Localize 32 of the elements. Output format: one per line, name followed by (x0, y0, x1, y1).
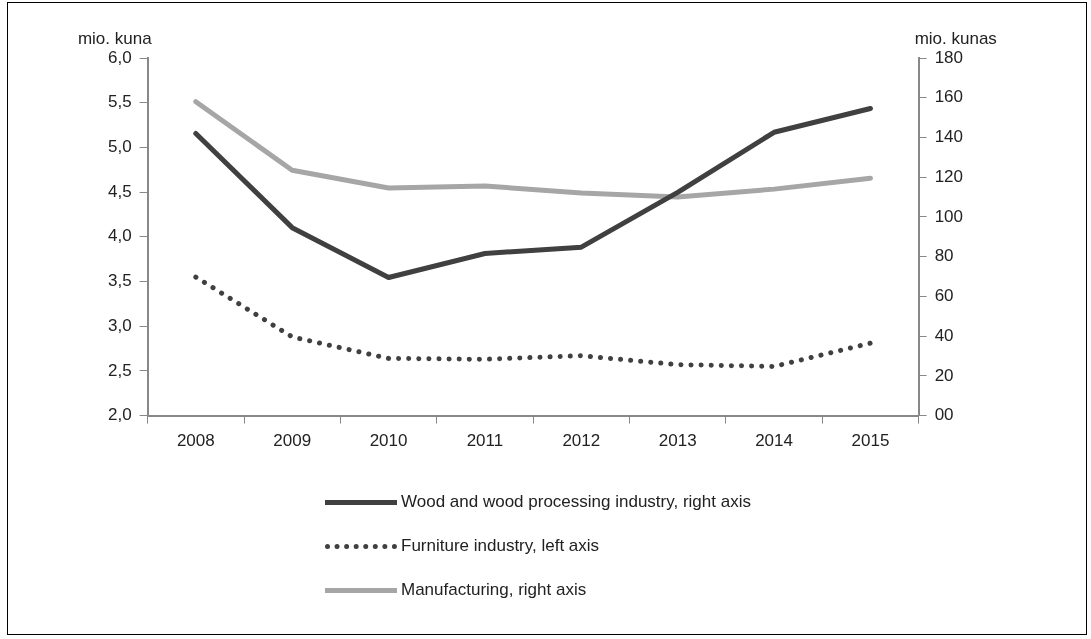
x-tick-label: 2012 (562, 431, 601, 451)
y2-tick-label: 180 (934, 47, 964, 67)
y2-tick-label: 00 (934, 405, 954, 425)
y2-tick-label: 80 (934, 246, 954, 266)
x-tick-label: 2013 (658, 431, 697, 451)
y-tick-label: 4,0 (107, 226, 132, 246)
y2-tick-label: 160 (934, 87, 964, 107)
y-tick-label: 3,5 (107, 271, 132, 291)
y-tick-label: 4,5 (107, 181, 132, 201)
y2-axis-title: mio. kunas (914, 29, 997, 49)
y2-tick-label: 100 (934, 206, 964, 226)
y-tick-label: 5,5 (107, 92, 132, 112)
y-tick-label: 2,5 (107, 360, 132, 380)
y-tick-label: 2,0 (107, 405, 132, 425)
legend-label: Manufacturing, right axis (401, 580, 587, 600)
x-tick-label: 2011 (466, 431, 504, 451)
x-tick-label: 2015 (851, 431, 890, 451)
x-tick-label: 2010 (369, 431, 408, 451)
y2-tick-label: 120 (934, 166, 964, 186)
legend-label: Furniture industry, left axis (401, 536, 600, 556)
legend-label: Wood and wood processing industry, right axis (401, 492, 751, 512)
x-tick-label: 2014 (755, 431, 793, 451)
y2-tick-label: 140 (934, 127, 964, 147)
y2-tick-label: 40 (934, 325, 954, 345)
y-tick-label: 5,0 (107, 137, 132, 157)
y-axis-title: mio. kuna (77, 29, 153, 49)
x-tick-label: 2008 (176, 431, 215, 451)
y-tick-label: 3,0 (107, 315, 132, 335)
y-tick-label: 6,0 (107, 47, 132, 67)
x-tick-label: 2009 (273, 431, 312, 451)
y2-tick-label: 20 (934, 365, 954, 385)
y2-tick-label: 60 (934, 286, 954, 306)
